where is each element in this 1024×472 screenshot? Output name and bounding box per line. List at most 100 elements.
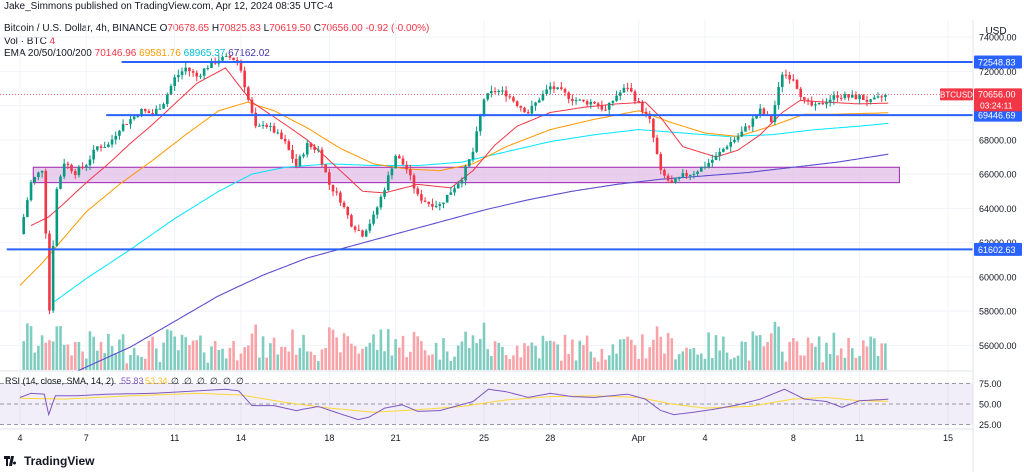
candle[interactable] (604, 109, 607, 111)
candle[interactable] (523, 107, 526, 113)
candle[interactable] (305, 143, 309, 155)
candle[interactable] (427, 201, 431, 204)
candle[interactable] (803, 97, 806, 100)
candle[interactable] (659, 154, 663, 170)
candle[interactable] (850, 94, 854, 98)
candle[interactable] (309, 143, 313, 147)
candle[interactable] (114, 135, 118, 140)
candle[interactable] (711, 159, 714, 163)
candle[interactable] (637, 101, 640, 103)
candle[interactable] (51, 245, 55, 311)
candle[interactable] (77, 166, 81, 176)
candle[interactable] (467, 159, 471, 167)
candle[interactable] (394, 155, 397, 169)
candle[interactable] (272, 125, 276, 133)
candle[interactable] (464, 166, 467, 181)
candle[interactable] (810, 101, 814, 106)
candle[interactable] (151, 113, 154, 115)
candle[interactable] (375, 207, 379, 215)
candle[interactable] (195, 72, 199, 77)
candle[interactable] (582, 99, 585, 102)
candle[interactable] (758, 108, 762, 116)
candle[interactable] (291, 150, 294, 159)
candle[interactable] (736, 136, 740, 140)
candle[interactable] (136, 116, 140, 118)
candle[interactable] (600, 105, 604, 110)
candle[interactable] (298, 156, 302, 166)
candle[interactable] (210, 61, 213, 69)
candle[interactable] (836, 95, 839, 98)
candle[interactable] (206, 68, 210, 70)
candle[interactable] (37, 172, 40, 178)
candle[interactable] (630, 88, 633, 92)
candle[interactable] (733, 139, 736, 143)
candle[interactable] (364, 230, 368, 237)
candle[interactable] (313, 146, 316, 150)
candle[interactable] (696, 171, 699, 174)
candle[interactable] (526, 112, 530, 114)
candle[interactable] (73, 171, 77, 176)
candle[interactable] (567, 92, 570, 99)
candle[interactable] (398, 155, 401, 159)
candle[interactable] (769, 115, 773, 122)
candle[interactable] (884, 94, 887, 97)
candle[interactable] (865, 99, 869, 102)
candle[interactable] (780, 74, 784, 87)
candle[interactable] (633, 91, 637, 102)
candle[interactable] (62, 163, 66, 177)
candle[interactable] (821, 102, 825, 105)
candle[interactable] (832, 95, 836, 100)
candle[interactable] (372, 214, 375, 224)
candle[interactable] (806, 99, 810, 102)
candle[interactable] (302, 154, 305, 157)
candle[interactable] (825, 102, 828, 105)
candle[interactable] (125, 124, 129, 126)
candle[interactable] (762, 108, 766, 115)
candle[interactable] (55, 188, 59, 246)
candle[interactable] (221, 56, 224, 61)
candle[interactable] (854, 94, 858, 100)
candle[interactable] (350, 215, 353, 227)
candle[interactable] (420, 194, 423, 201)
candle[interactable] (482, 99, 486, 116)
candle[interactable] (353, 226, 357, 230)
candle[interactable] (328, 172, 331, 185)
candle[interactable] (707, 162, 710, 167)
candle[interactable] (331, 184, 335, 192)
candle[interactable] (744, 126, 747, 132)
candle[interactable] (792, 79, 795, 81)
candle[interactable] (490, 91, 493, 94)
candle[interactable] (224, 55, 228, 57)
candle[interactable] (688, 174, 692, 176)
candle[interactable] (652, 118, 655, 138)
candle[interactable] (103, 146, 106, 148)
candle[interactable] (121, 124, 125, 131)
tradingview-footer[interactable]: TradingView (4, 454, 94, 468)
candle[interactable] (534, 102, 537, 106)
candle[interactable] (773, 105, 777, 122)
candle[interactable] (563, 89, 567, 93)
candle[interactable] (188, 67, 191, 72)
candle[interactable] (512, 97, 515, 102)
candle[interactable] (202, 68, 206, 76)
candle[interactable] (162, 104, 165, 109)
candle[interactable] (129, 119, 132, 125)
candle[interactable] (677, 176, 681, 179)
candle[interactable] (412, 175, 416, 189)
candle[interactable] (438, 204, 442, 206)
candle[interactable] (66, 163, 70, 165)
candle[interactable] (644, 111, 648, 114)
candle[interactable] (578, 99, 582, 101)
candle[interactable] (839, 97, 843, 99)
candle[interactable] (96, 146, 99, 150)
candle[interactable] (107, 144, 110, 147)
candle[interactable] (530, 105, 534, 114)
candle[interactable] (324, 164, 327, 173)
candle[interactable] (287, 141, 291, 151)
candle[interactable] (795, 80, 799, 89)
candle[interactable] (243, 70, 246, 88)
candle[interactable] (858, 95, 861, 100)
candle[interactable] (416, 188, 420, 195)
candle[interactable] (479, 115, 482, 132)
candle[interactable] (235, 60, 239, 62)
